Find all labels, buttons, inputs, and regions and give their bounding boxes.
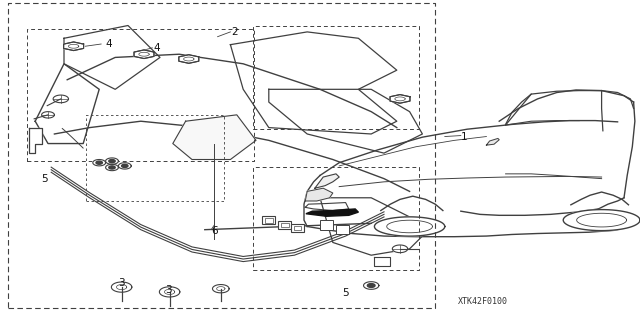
Polygon shape <box>64 26 160 89</box>
Polygon shape <box>29 128 42 153</box>
Polygon shape <box>96 161 102 164</box>
Polygon shape <box>173 115 256 160</box>
Polygon shape <box>118 163 131 169</box>
Polygon shape <box>364 282 379 289</box>
Polygon shape <box>109 166 115 169</box>
Polygon shape <box>179 55 199 63</box>
Polygon shape <box>35 64 99 144</box>
Bar <box>294 226 301 230</box>
Polygon shape <box>269 89 422 153</box>
Text: 3: 3 <box>118 278 125 288</box>
Polygon shape <box>53 95 68 103</box>
Bar <box>320 220 333 230</box>
Polygon shape <box>563 210 640 231</box>
Bar <box>281 223 289 227</box>
Polygon shape <box>374 257 390 266</box>
Polygon shape <box>134 50 154 59</box>
Polygon shape <box>111 282 132 292</box>
Polygon shape <box>392 245 408 253</box>
Text: 3: 3 <box>165 285 172 295</box>
Polygon shape <box>159 287 180 297</box>
Text: 6: 6 <box>211 226 218 236</box>
Polygon shape <box>320 198 422 255</box>
Bar <box>262 216 275 224</box>
Text: 4: 4 <box>106 39 112 49</box>
Text: 2: 2 <box>232 27 238 37</box>
Polygon shape <box>212 285 229 293</box>
Polygon shape <box>306 209 358 216</box>
Polygon shape <box>63 42 84 50</box>
Text: 5: 5 <box>342 288 349 298</box>
Text: 1: 1 <box>461 132 467 142</box>
Polygon shape <box>109 160 115 163</box>
Polygon shape <box>315 174 339 188</box>
Bar <box>336 225 349 234</box>
Polygon shape <box>374 217 445 236</box>
Polygon shape <box>305 188 333 201</box>
Polygon shape <box>106 164 118 171</box>
Bar <box>291 224 304 232</box>
Text: 4: 4 <box>154 43 160 54</box>
Text: 5: 5 <box>42 174 48 184</box>
Bar <box>278 221 291 229</box>
Polygon shape <box>93 160 106 166</box>
Polygon shape <box>230 32 397 134</box>
Text: XTK42F0100: XTK42F0100 <box>458 297 508 306</box>
Polygon shape <box>367 284 375 287</box>
Polygon shape <box>486 138 499 145</box>
Polygon shape <box>106 158 118 164</box>
Bar <box>265 218 273 223</box>
Polygon shape <box>122 164 128 167</box>
Polygon shape <box>390 95 410 103</box>
Polygon shape <box>42 112 54 118</box>
